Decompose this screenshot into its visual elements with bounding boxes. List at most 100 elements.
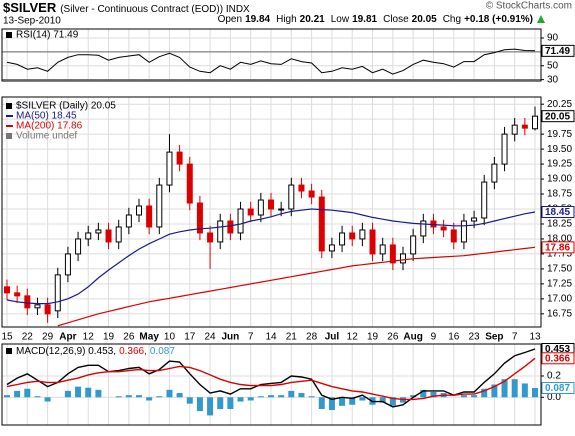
histogram-bar: [420, 389, 427, 398]
candle-body: [440, 226, 447, 231]
value-tag-label: 17.86: [545, 242, 570, 253]
candle-body: [318, 196, 325, 252]
x-tick-label: 19: [367, 332, 379, 343]
candle-body: [64, 253, 71, 276]
histogram-bar: [146, 397, 153, 401]
x-tick-label: 28: [306, 332, 318, 343]
candle-body: [166, 151, 173, 186]
y-tick-label: 18.25: [547, 219, 572, 230]
histogram-bar: [308, 396, 315, 398]
histogram-bar: [318, 397, 325, 410]
candle-body: [400, 253, 406, 264]
histogram-bar: [410, 395, 417, 398]
histogram-bar: [389, 397, 396, 406]
x-tick-label: 17: [184, 332, 196, 343]
legend-label: MA(50) 18.45: [16, 111, 77, 122]
chart-title: $SILVER (Silver - Continuous Contract (EO…: [3, 0, 250, 15]
candle-body: [349, 232, 356, 240]
histogram-bar: [64, 390, 71, 398]
line: [6, 48, 536, 75]
candle-body: [491, 163, 498, 183]
x-tick-label: Sep: [485, 332, 503, 343]
y-tick-label: 50: [547, 60, 559, 71]
histogram-bar: [481, 388, 488, 398]
value-tag: [541, 110, 575, 123]
legend-label: $SILVER (Daily) 20.05: [16, 101, 116, 112]
line: [57, 246, 536, 327]
histogram-bar: [4, 395, 10, 398]
x-tick-label: 23: [469, 332, 481, 343]
histogram-bar: [217, 397, 224, 410]
candle-body: [308, 190, 315, 198]
x-tick-label: 9: [431, 332, 437, 343]
histogram-bar: [521, 383, 528, 398]
candle-body: [298, 184, 305, 192]
x-tick-label: 15: [1, 332, 13, 343]
y-tick-label: 17.50: [547, 264, 572, 275]
candle-body: [278, 208, 285, 211]
x-tick-label: 22: [22, 332, 34, 343]
legend-label: MA(200) 17.86: [16, 121, 83, 132]
y-tick-label: 20.25: [547, 99, 572, 110]
x-tick-label: May: [139, 332, 159, 343]
candle-body: [359, 229, 366, 240]
histogram-bar: [85, 387, 92, 398]
candle-body: [227, 220, 234, 234]
histogram-bar: [95, 389, 102, 398]
symbol: $SILVER: [3, 0, 57, 15]
quote-label: Low: [331, 14, 350, 25]
candle-body: [136, 205, 142, 216]
histogram-bar: [24, 388, 31, 398]
quote-label: Chg: [443, 14, 461, 25]
histogram-bar: [156, 396, 163, 398]
x-tick-label: 26: [123, 332, 135, 343]
histogram-bar: [207, 397, 214, 416]
legend-icon: [6, 103, 12, 109]
value-tag: [541, 352, 575, 365]
candle-body: [501, 133, 508, 165]
candle-body: [44, 304, 51, 315]
candle-body: [247, 208, 254, 216]
candle-body: [186, 163, 193, 204]
candle-body: [105, 229, 112, 243]
value-tag: [541, 241, 575, 254]
x-tick-label: Jul: [325, 332, 340, 343]
x-tick-label: 26: [387, 332, 399, 343]
x-tick-label: 21: [286, 332, 298, 343]
legend-label: Volume undef: [16, 131, 77, 142]
credit: © StockCharts.com: [486, 1, 572, 12]
histogram-bar: [359, 397, 366, 401]
y-tick-label: 17.25: [547, 279, 572, 290]
histogram-bar: [339, 397, 346, 406]
x-tick-label: 14: [265, 332, 277, 343]
candle-body: [410, 235, 417, 255]
y-tick-label: 19.50: [547, 144, 572, 155]
legend-icon: [6, 133, 12, 139]
quote-label: Close: [383, 14, 409, 25]
quote-value: +0.18 (+0.91%): [464, 14, 533, 25]
histogram-bar: [349, 397, 356, 405]
y-tick-label: 90: [547, 33, 559, 44]
candle-body: [450, 229, 457, 243]
candle-body: [511, 124, 518, 135]
value-tag: [541, 44, 575, 57]
histogram-bar: [491, 384, 498, 398]
x-tick-label: 13: [529, 332, 541, 343]
candle-body: [95, 229, 102, 234]
x-tick-label: Aug: [403, 332, 422, 343]
candle-body: [34, 304, 41, 309]
candle-body: [125, 214, 132, 228]
legend-icon: [6, 32, 12, 38]
candle-body: [471, 217, 478, 222]
legend-label: RSI(14) 71.49: [16, 30, 79, 41]
line: [6, 348, 536, 408]
histogram-bar: [125, 395, 132, 398]
x-tick-label: 7: [512, 332, 518, 343]
legend-part: 0.366,: [119, 346, 147, 357]
x-tick-label: 29: [42, 332, 54, 343]
y-tick-label: 18.75: [547, 189, 572, 200]
histogram-bar: [257, 396, 264, 398]
x-tick-label: 10: [164, 332, 176, 343]
candle-body: [217, 220, 224, 243]
up-arrow: [537, 15, 545, 23]
